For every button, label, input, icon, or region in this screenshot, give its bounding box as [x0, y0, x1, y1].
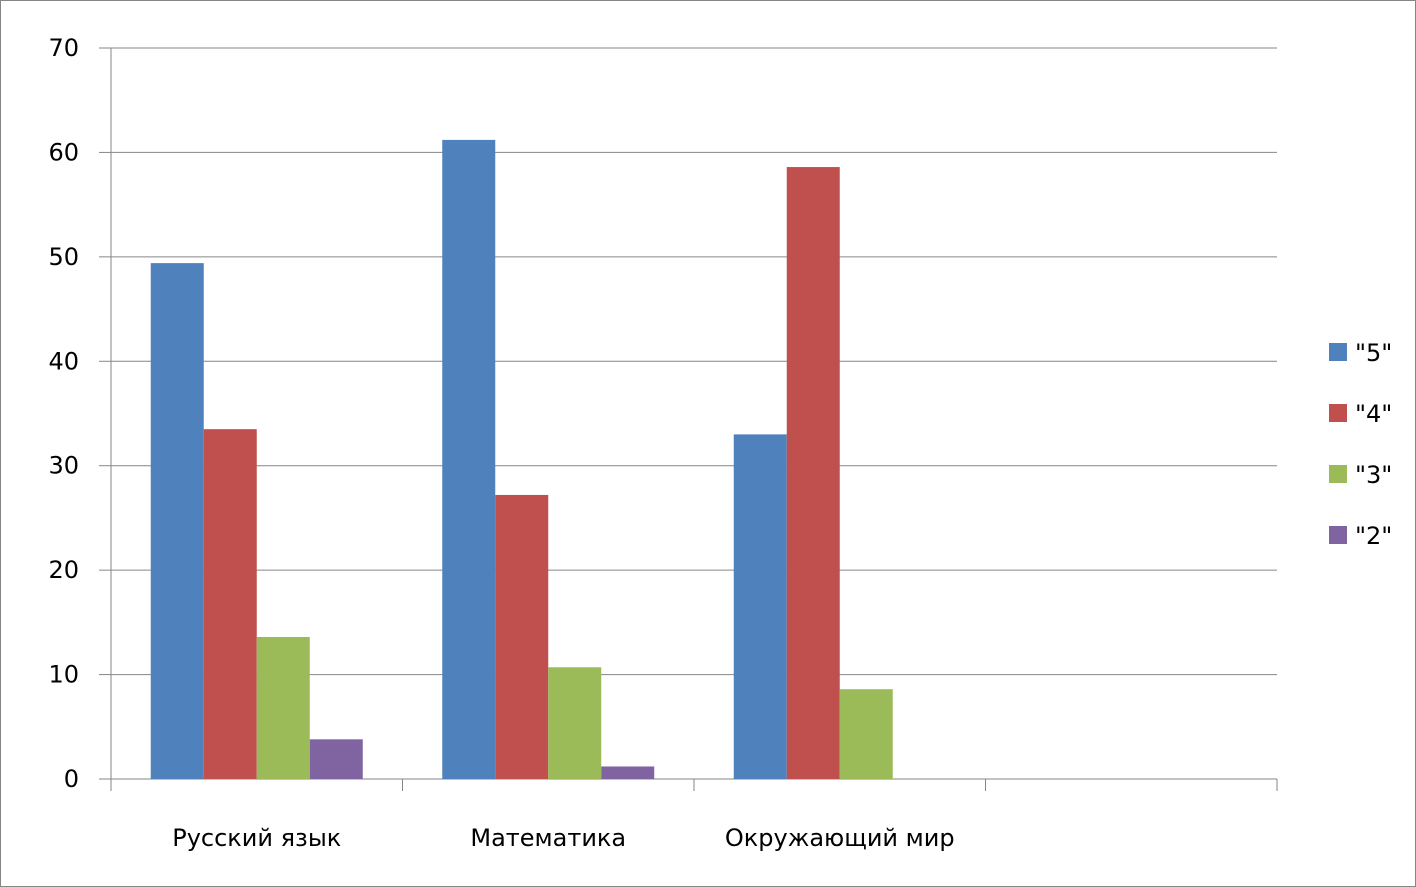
y-tick-label: 20 — [48, 556, 79, 584]
legend-label: "2" — [1355, 522, 1392, 550]
legend: "5" "4" "3" "2" — [1329, 339, 1392, 550]
legend-label: "5" — [1355, 339, 1392, 367]
bar — [495, 494, 549, 779]
y-tick-label: 0 — [64, 765, 79, 793]
bar — [548, 667, 602, 779]
legend-swatch — [1329, 526, 1347, 544]
bar — [256, 636, 310, 779]
bar — [733, 434, 787, 779]
y-tick-label: 60 — [48, 138, 79, 166]
y-tick-label: 40 — [48, 347, 79, 375]
bar — [309, 739, 363, 779]
legend-swatch — [1329, 404, 1347, 422]
bar — [786, 167, 840, 779]
bar — [601, 766, 655, 779]
x-category-label: Русский язык — [172, 824, 341, 852]
legend-swatch — [1329, 343, 1347, 361]
y-tick-labels: 0 10 20 30 40 50 60 70 — [48, 34, 79, 793]
bar — [442, 139, 496, 779]
legend-swatch — [1329, 465, 1347, 483]
bar — [203, 429, 257, 779]
x-category-labels: Русский язык Математика Окружающий мир — [172, 824, 954, 852]
x-category-label: Окружающий мир — [725, 824, 955, 852]
y-tick-label: 10 — [48, 661, 79, 689]
bar — [150, 263, 204, 779]
bars — [150, 139, 893, 779]
bar — [839, 689, 893, 779]
legend-label: "4" — [1355, 400, 1392, 428]
legend-label: "3" — [1355, 461, 1392, 489]
y-tick-label: 50 — [48, 243, 79, 271]
y-tick-label: 30 — [48, 452, 79, 480]
x-category-label: Математика — [470, 824, 626, 852]
y-tick-label: 70 — [48, 34, 79, 62]
gridlines — [111, 47, 1277, 676]
